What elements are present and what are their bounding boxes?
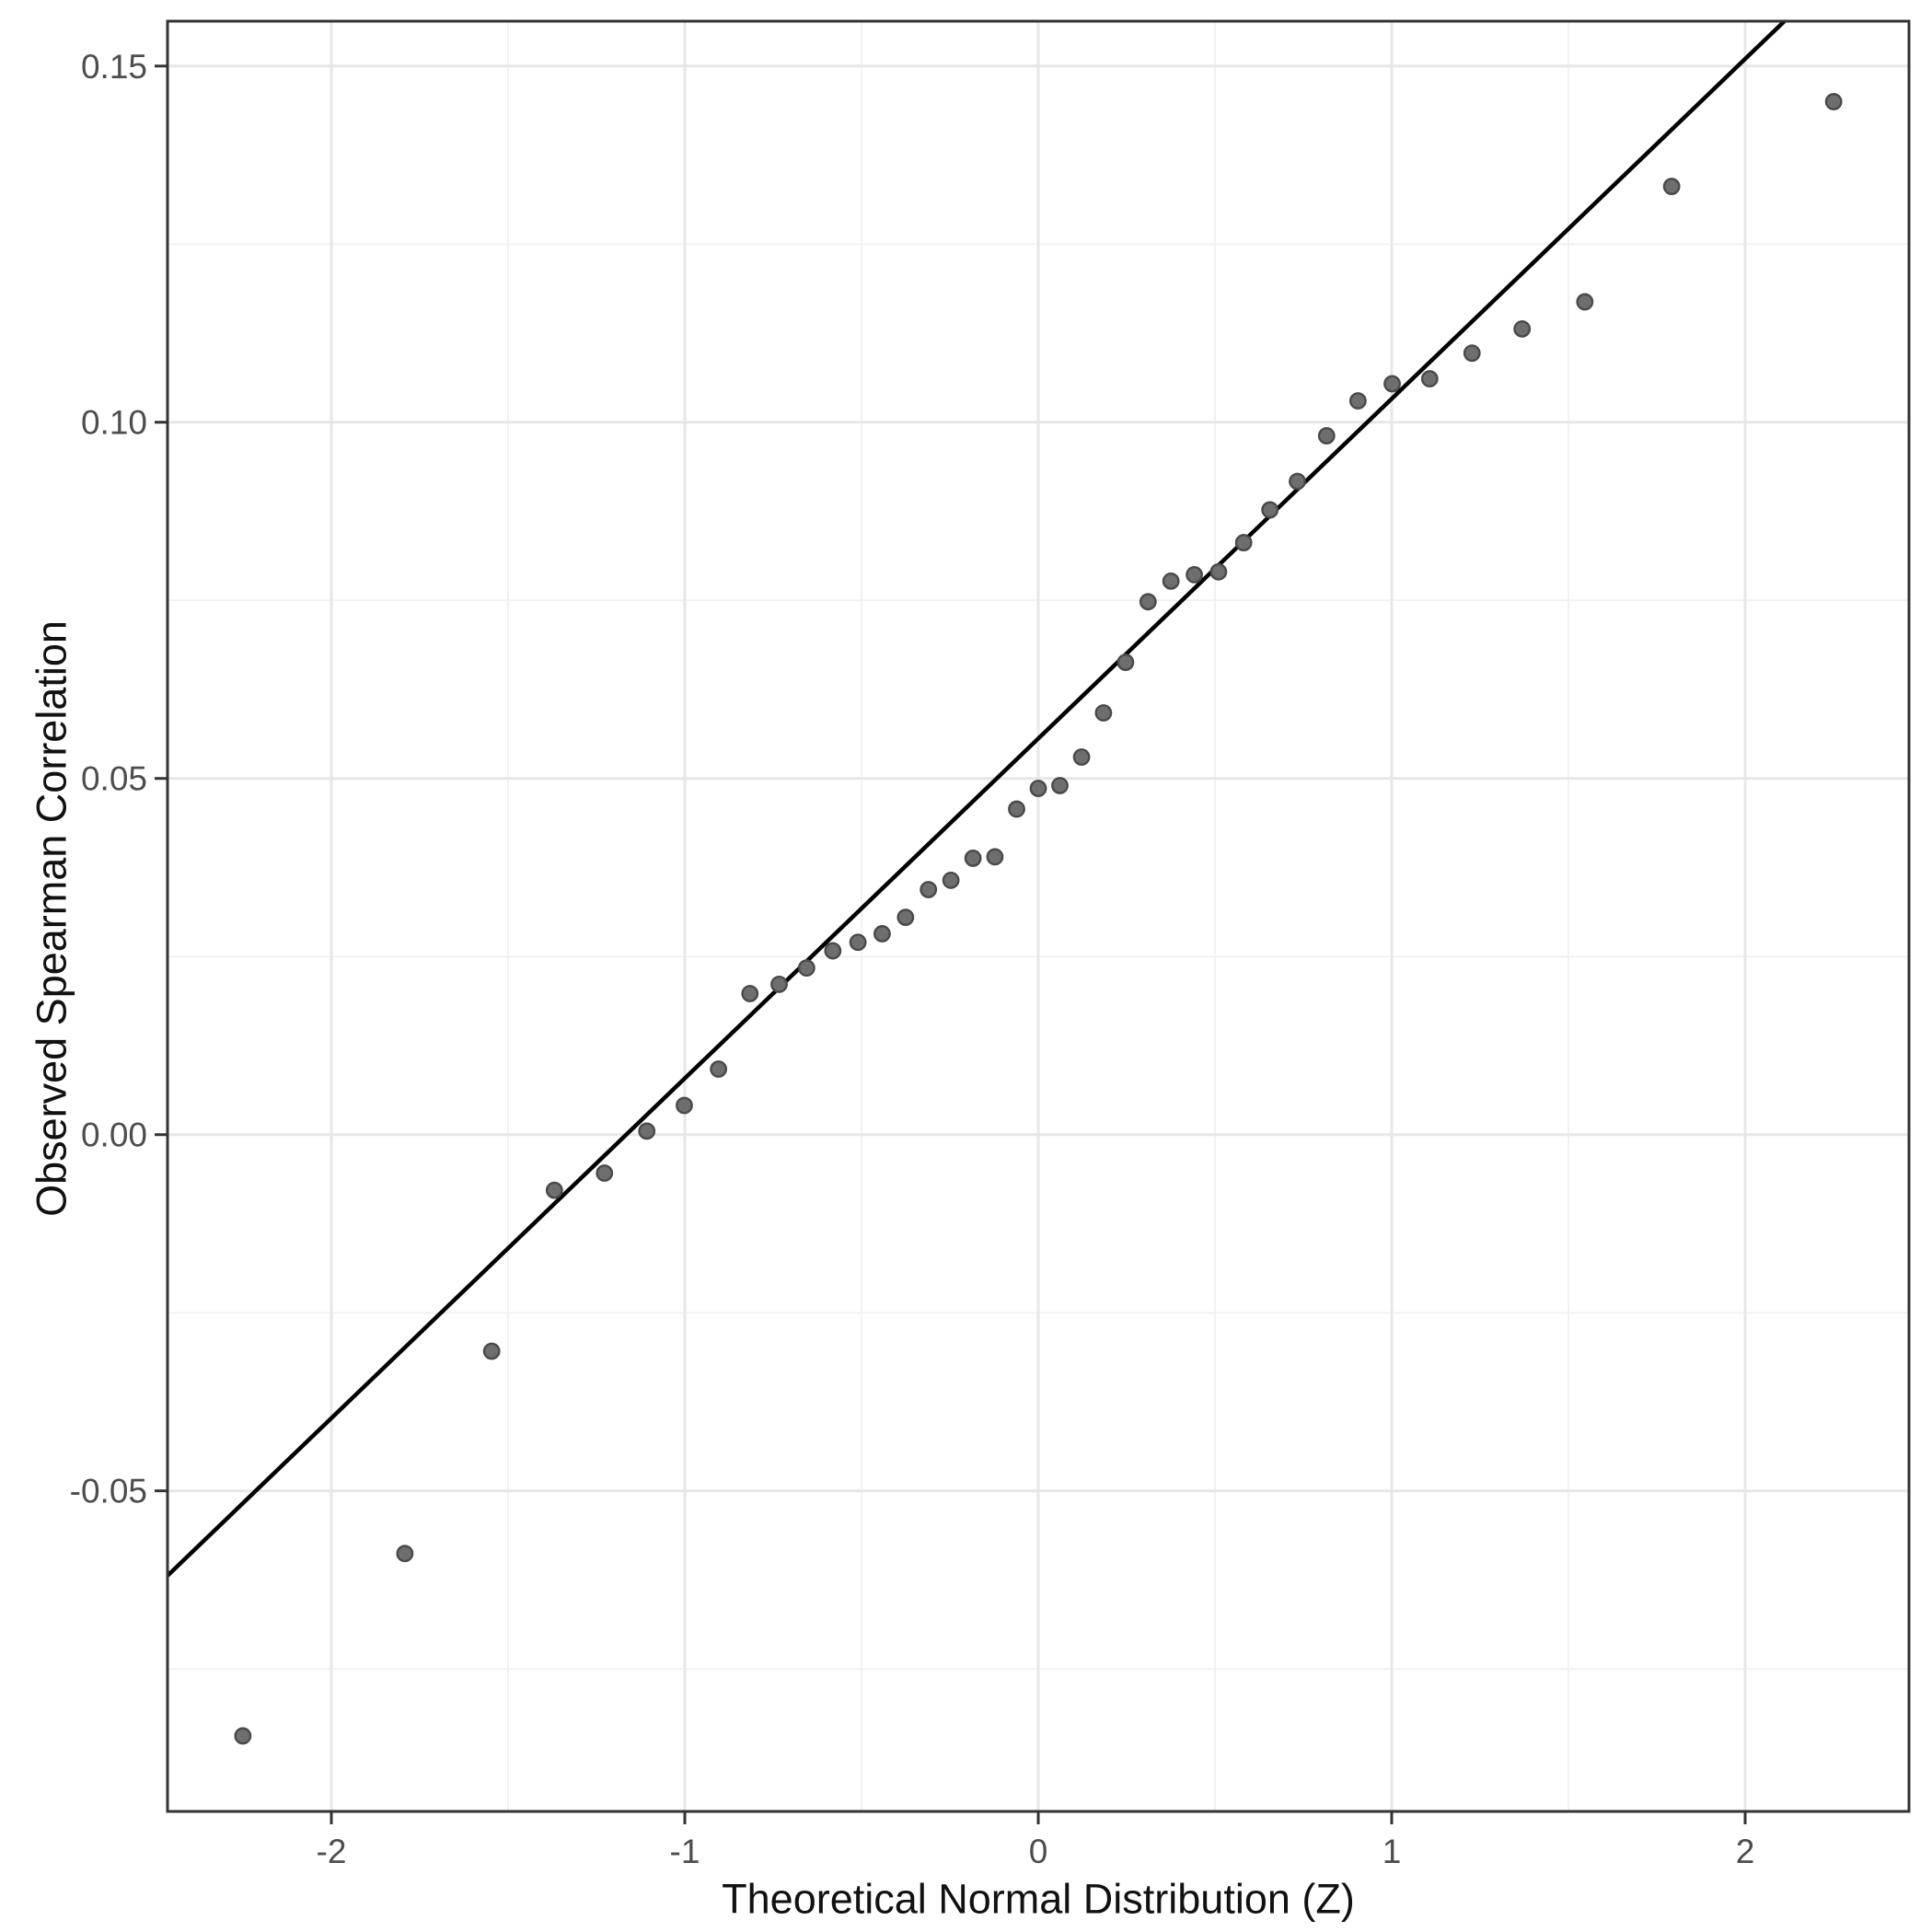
data-point [1029,780,1047,797]
data-point [1420,370,1439,388]
data-point [596,1164,614,1182]
x-axis-title: Theoretical Normal Distribution (Z) [722,1875,1355,1923]
data-point [234,1727,252,1745]
data-point [1463,344,1481,363]
y-tick-label: 0.10 [81,404,147,442]
x-tick-label: 2 [1736,1833,1755,1870]
data-point [1116,654,1135,671]
data-point [1162,572,1180,590]
data-point [1317,427,1336,445]
data-point [897,908,915,927]
data-point [1576,293,1594,311]
data-point [1051,777,1069,794]
qq-line [166,19,1787,1578]
data-point [741,985,759,1002]
data-point [1008,800,1025,818]
data-point [770,976,788,993]
data-point [1261,501,1279,519]
data-point [1824,93,1843,110]
y-axis-title: Observed Spearman Correlation [28,620,75,1217]
data-point [396,1544,414,1563]
data-point [1209,562,1228,581]
data-point [824,942,842,960]
data-point [1348,392,1367,410]
data-point [920,881,938,898]
data-point [482,1342,501,1360]
data-point [676,1096,693,1115]
data-point [638,1122,656,1140]
data-point [1094,704,1113,722]
data-point [1662,178,1681,195]
y-tick-label: 0.15 [81,48,147,86]
data-point [710,1060,728,1078]
data-point [797,959,816,978]
data-point [873,925,891,943]
data-point [1513,319,1532,338]
x-tick-label: -2 [317,1833,347,1870]
data-point [1186,565,1203,584]
y-tick-label: 0.05 [81,760,147,798]
data-point [1383,375,1401,393]
data-point [1289,472,1306,491]
data-point [1139,593,1157,611]
data-point [986,848,1004,866]
data-point [545,1181,563,1199]
x-tick-label: 0 [1029,1833,1048,1870]
data-point [1234,534,1253,551]
x-tick-label: 1 [1382,1833,1402,1870]
y-tick-label: -0.05 [70,1473,147,1510]
y-tick-label: 0.00 [81,1116,147,1154]
data-point [1072,748,1091,766]
x-tick-label: -1 [670,1833,700,1870]
data-point [942,872,960,889]
data-point [964,850,982,867]
data-point [849,933,867,952]
